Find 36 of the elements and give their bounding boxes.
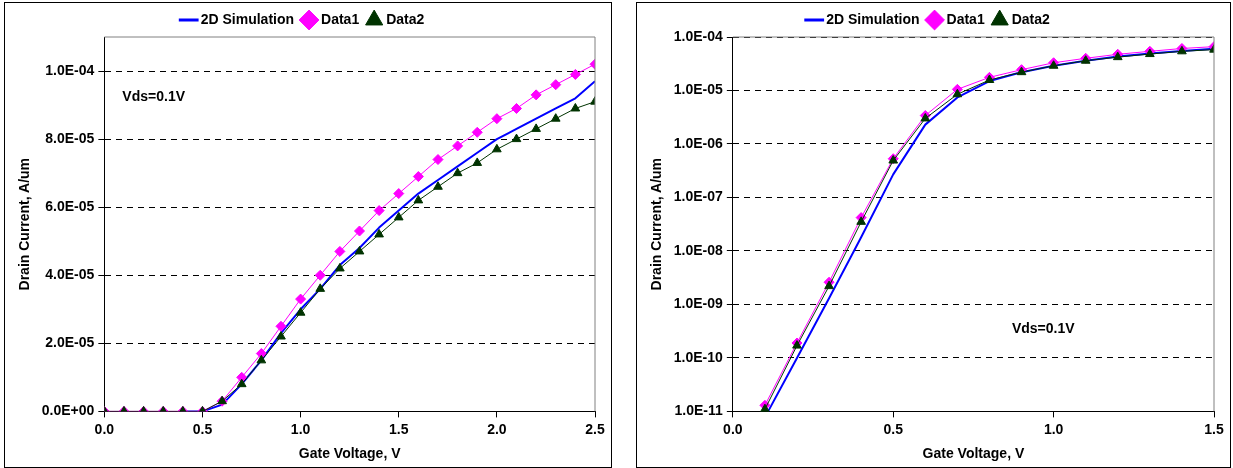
x-tick-label: 0.5 [883, 420, 904, 437]
annotation: Vds=0.1V [1011, 319, 1076, 336]
x-axis-title: Gate Voltage, V [922, 445, 1025, 462]
legend-label: 2D Simulation [200, 10, 295, 27]
legend-label: Data2 [386, 10, 425, 27]
x-axis-title: Gate Voltage, V [298, 445, 402, 462]
x-tick-label: 1.5 [389, 420, 409, 437]
y-tick-label: 1.0E-09 [673, 295, 724, 312]
x-tick-label: 0.5 [192, 420, 213, 437]
y-tick-label: 1.0E-07 [673, 188, 724, 205]
y-tick-label: 1.0E-04 [673, 27, 724, 44]
y-tick-label: 1.0E-05 [673, 81, 724, 98]
y-axis-title: Drain Current, A/um [16, 157, 33, 291]
y-tick-label: 1.0E-04 [45, 61, 95, 78]
legend-label: Data1 [321, 10, 360, 27]
y-tick-label: 1.0E-11 [674, 402, 724, 419]
x-tick-label: 1.0 [290, 420, 311, 437]
x-tick-label: 1.0 [1043, 420, 1064, 437]
x-tick-label: 0.0 [94, 420, 115, 437]
y-tick-label: 1.0E-10 [673, 348, 724, 365]
legend-label: 2D Simulation [826, 10, 920, 27]
x-tick-label: 2.0 [487, 420, 507, 437]
annotation: Vds=0.1V [122, 87, 186, 104]
x-tick-label: 0.0 [723, 420, 743, 437]
y-tick-label: 1.0E-06 [673, 134, 724, 151]
y-axis-title: Drain Current, A/um [648, 157, 665, 291]
y-tick-label: 0.0E+00 [41, 402, 95, 419]
y-tick-label: 1.0E-08 [673, 241, 724, 258]
y-tick-label: 4.0E-05 [45, 266, 95, 283]
y-tick-label: 6.0E-05 [45, 198, 95, 215]
x-tick-label: 2.5 [585, 420, 605, 437]
legend-label: Data2 [1011, 10, 1051, 27]
y-tick-label: 8.0E-05 [45, 129, 95, 146]
x-tick-label: 1.5 [1204, 420, 1224, 437]
y-tick-label: 2.0E-05 [45, 334, 95, 351]
legend-label: Data1 [946, 10, 985, 27]
